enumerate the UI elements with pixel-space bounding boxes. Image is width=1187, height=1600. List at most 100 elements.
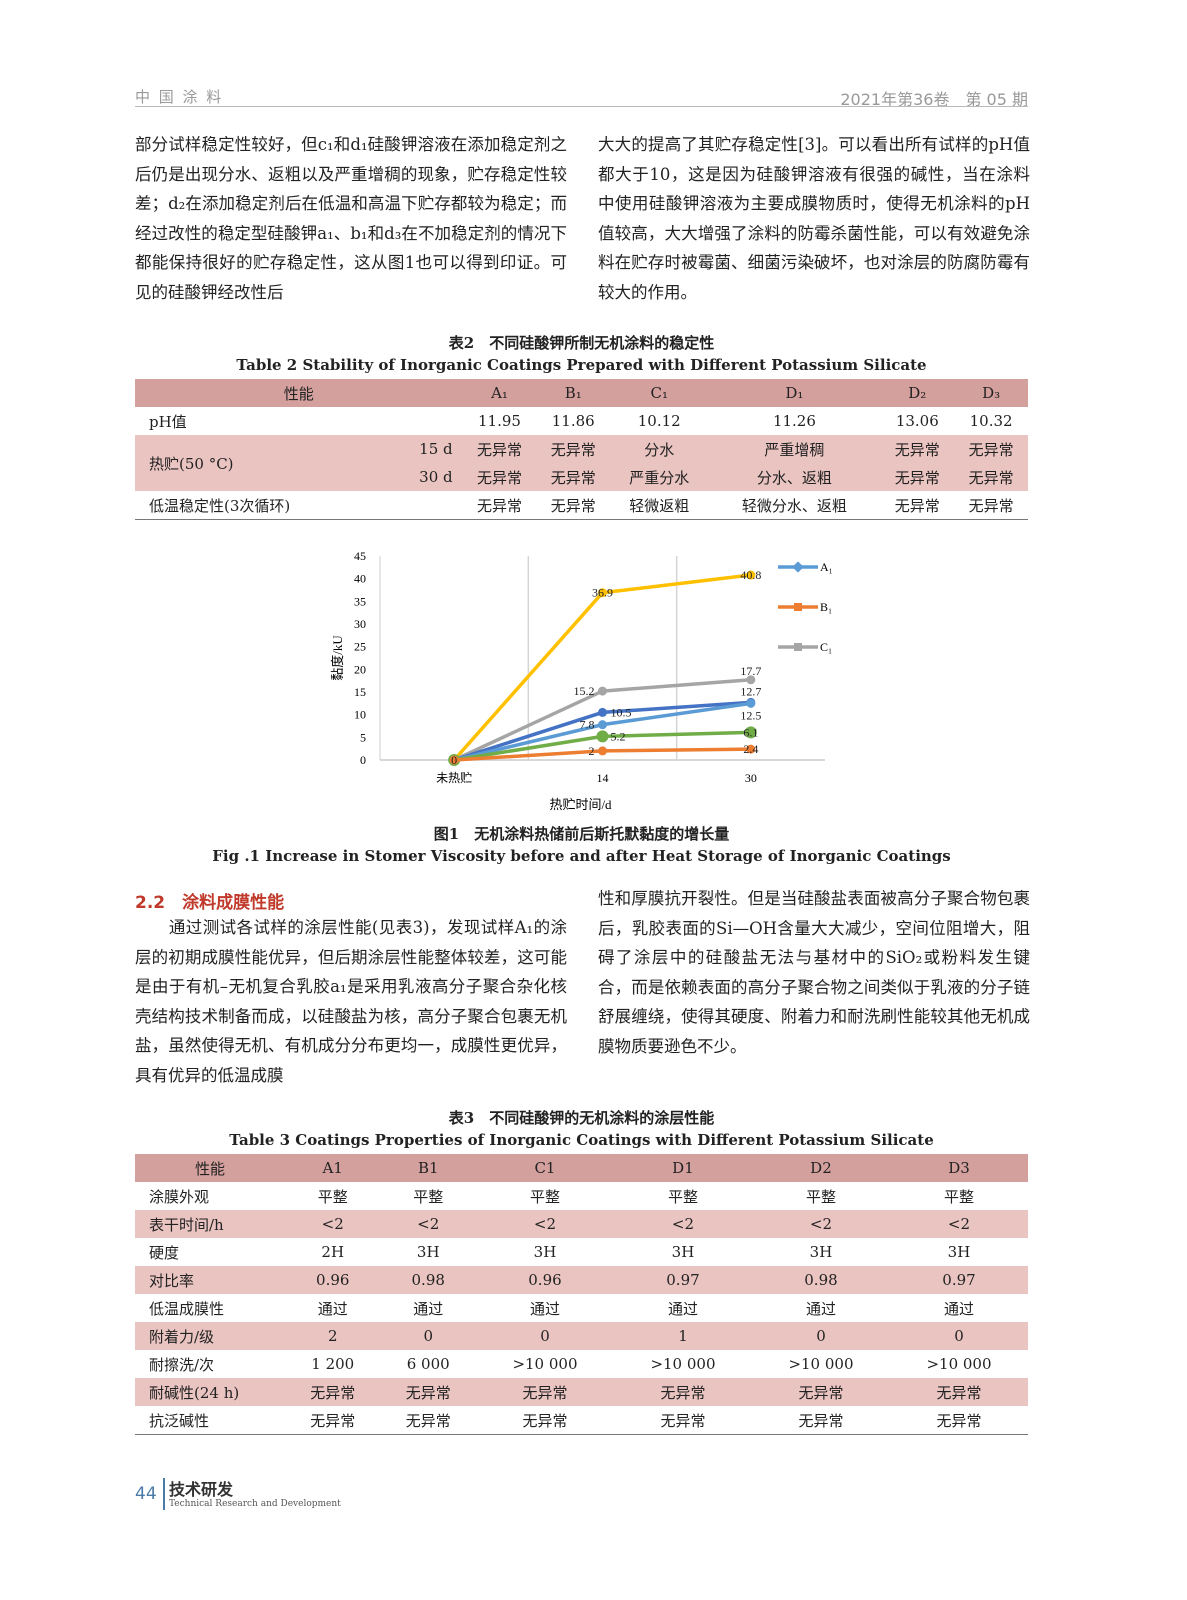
table-cell: 轻微分水、返粗 [741,496,847,515]
table2: 性能 A₁ B₁ C₁ D₁ D₂ D₃ pH值 11.95 11.86 10.12 11.26 13.… [135,379,1028,520]
table-row: 附着力/级 2 0 0 1 0 0 [135,1322,1028,1350]
table-cell: 0 [475,1322,614,1350]
y-tick-label: 5 [360,730,366,744]
table-cell: D₃ [954,379,1028,407]
table-row: 涂膜外观 平整 平整 平整 平整 平整 平整 [135,1182,1028,1210]
table-cell: <2 [613,1210,752,1238]
table-cell: 热贮(50 °C) [135,435,363,491]
table-row: 热贮(50 °C) 15 d 无异常 无异常 分水 严重增稠 无异常 无异常 [135,435,1028,491]
table-cell: 0.96 [475,1266,614,1294]
table-cell: 无异常 [954,463,1028,491]
table-row: 低温稳定性(3次循环) 无异常 无异常 轻微返粗 轻微分水、返粗 无异常 无异常 [135,491,1028,520]
paragraph: 大大的提高了其贮存稳定性[3]。可以看出所有试样的pH值都大于10，这是因为硅酸… [598,135,1030,302]
table-cell: D2 [751,1154,890,1182]
y-tick-label: 40 [354,572,366,586]
table-cell: 通过 [529,1299,560,1318]
y-tick-label: 25 [354,640,366,654]
table-cell: <2 [751,1210,890,1238]
table-cell: 通过 [805,1299,836,1318]
data-label: 5.2 [611,729,626,743]
right-column-1: 大大的提高了其贮存稳定性[3]。可以看出所有试样的pH值都大于10，这是因为硅酸… [598,130,1030,307]
data-label: 2 [589,744,595,758]
table-cell: 3H [947,1243,971,1261]
legend-marker [794,643,802,651]
table-row: 抗泛碱性 无异常 无异常 无异常 无异常 无异常 无异常 [135,1406,1028,1435]
table-cell: 无异常 [476,496,522,515]
data-label: 36.9 [592,586,613,600]
table-row: 性能 A₁ B₁ C₁ D₁ D₂ D₃ [135,379,1028,407]
table-cell: 无异常 [536,435,611,463]
table-cell: 低温稳定性(3次循环) [149,496,291,515]
table-cell: 严重分水 [610,463,709,491]
footer-section-cn: 技术研发 [169,1480,234,1499]
data-point [746,744,756,754]
table-cell: 分水、返粗 [708,463,881,491]
table-cell: B₁ [536,379,611,407]
table-row: 耐擦洗/次 1 200 6 000 >10 000 >10 000 >10 000 >10 … [135,1350,1028,1378]
table-cell: 0 [889,1322,1028,1350]
right-column-2: 性和厚膜抗开裂性。但是当硅酸盐表面被高分子聚合物包裹后，乳胶表面的Si—OH含量… [598,884,1030,1061]
table-cell: 平整 [667,1187,698,1206]
x-tick-label: 未热贮 [436,770,472,785]
table-cell: >10 000 [926,1355,992,1373]
table-cell: 对比率 [135,1266,285,1294]
table-cell: 0.97 [613,1266,752,1294]
journal-name: 中 国 涂 料 [135,88,224,106]
table-cell: 抗泛碱性 [149,1411,210,1430]
table-cell: 通过 [317,1299,348,1318]
table-cell: 平整 [943,1187,974,1206]
x-tick-label: 14 [597,771,609,785]
table-cell: 耐擦洗/次 [149,1355,215,1374]
table-cell: 3H [809,1243,833,1261]
table-cell: 0.97 [889,1266,1028,1294]
table-row: 30 d 无异常 无异常 严重分水 分水、返粗 无异常 无异常 [135,463,1028,491]
table-cell: 无异常 [660,1411,706,1430]
table-cell: 无异常 [380,1378,476,1406]
footer-bar [163,1478,165,1510]
table-cell: D1 [613,1154,752,1182]
data-point [596,730,609,743]
data-point [598,588,607,598]
table-cell: >10 000 [788,1355,854,1373]
data-point [744,726,757,739]
y-tick-label: 45 [354,549,366,563]
table-cell: 1 200 [311,1355,355,1373]
table-cell: D₁ [708,379,881,407]
issue-info: 2021年第36卷 第 05 期 [840,90,1028,109]
table3-title-en: Table 3 Coatings Properties of Inorganic… [229,1131,934,1149]
y-tick-label: 20 [354,662,366,676]
table-cell: 硬度 [149,1243,180,1262]
table-cell: 无异常 [613,1378,752,1406]
table-cell: 性能 [135,1154,285,1182]
table-cell: 表干时间/h [135,1210,285,1238]
table-cell: 无异常 [475,1378,614,1406]
table-cell: 无异常 [880,435,955,463]
table-cell: <2 [889,1210,1028,1238]
y-tick-label: 0 [360,753,366,767]
table-cell: 2H [321,1243,345,1261]
table-cell: 无异常 [936,1411,982,1430]
table-cell: 3H [533,1243,557,1261]
table-cell: A1 [285,1154,381,1182]
table-cell: 3H [671,1243,695,1261]
fig1-title-cn: 图1 无机涂料热储前后斯托默黏度的增长量 [433,825,730,843]
footer-section-en: Technical Research and Development [169,1499,341,1509]
data-label: 40.8 [740,568,761,582]
table-cell: >10 000 [650,1355,716,1373]
table-cell: 1 [613,1322,752,1350]
table-cell: 耐碱性(24 h) [135,1378,285,1406]
data-point [598,720,607,730]
table-cell: 3H [416,1243,440,1261]
table-cell: A₁ [462,379,537,407]
table-cell: 通过 [667,1299,698,1318]
table-cell: 无异常 [880,463,955,491]
data-point [598,707,607,717]
table-cell: C1 [475,1154,614,1182]
table-cell: 无异常 [751,1378,890,1406]
table-row: 低温成膜性 通过 通过 通过 通过 通过 通过 [135,1294,1028,1322]
table-cell: 无异常 [522,1411,568,1430]
table-cell: 无异常 [536,463,611,491]
table-cell: 通过 [413,1299,444,1318]
